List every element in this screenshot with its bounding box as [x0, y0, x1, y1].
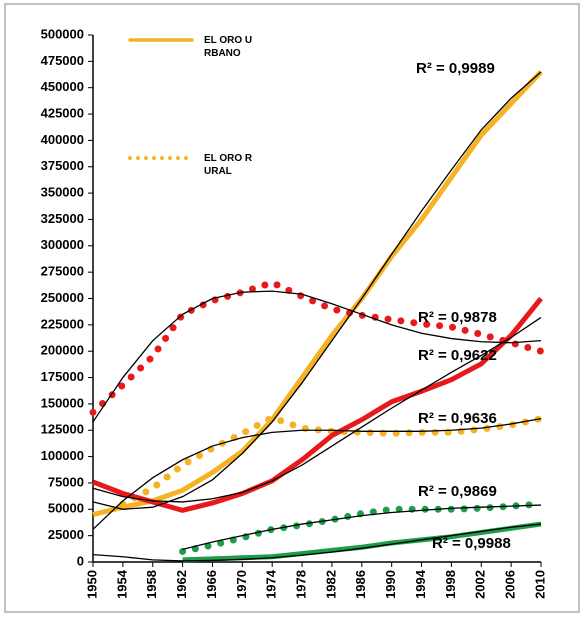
r-squared-label: R² = 0,9622 — [418, 347, 497, 364]
r-squared-label: R² = 0,9989 — [416, 60, 495, 77]
y-tick-label: 100000 — [41, 448, 84, 463]
y-tick-label: 400000 — [41, 132, 84, 147]
trend-line — [92, 523, 542, 562]
x-tick-label: 1958 — [144, 570, 159, 599]
x-tick-label: 1994 — [413, 569, 428, 599]
series-line — [182, 521, 542, 563]
y-tick-label: 250000 — [41, 290, 84, 305]
r-squared-label: R² = 0,9988 — [432, 535, 511, 552]
trend-line — [182, 504, 542, 550]
series-line — [92, 70, 543, 517]
y-tick-label: 500000 — [41, 26, 84, 41]
x-tick-label: 2006 — [503, 570, 518, 599]
y-tick-label: 125000 — [41, 422, 84, 437]
x-tick-label: 1962 — [174, 570, 189, 599]
trend-line — [92, 418, 542, 530]
y-tick-label: 450000 — [41, 79, 84, 94]
dotted-series-line — [119, 413, 545, 508]
x-tick-label: 2002 — [473, 570, 488, 599]
x-tick-label: 1966 — [204, 570, 219, 599]
x-tick-label: 1986 — [353, 570, 368, 599]
y-tick-label: 375000 — [41, 158, 84, 173]
y-tick-label: 325000 — [41, 211, 84, 226]
y-tick-label: 25000 — [48, 527, 84, 542]
trend-line — [92, 316, 542, 503]
legend-label: EL ORO RURAL — [204, 153, 253, 177]
trend-line — [92, 290, 542, 423]
y-tick-label: 175000 — [41, 369, 84, 384]
y-tick-label: 50000 — [48, 501, 84, 516]
x-tick-label: 1990 — [383, 570, 398, 599]
series-line — [92, 296, 543, 513]
x-tick-label: 1978 — [294, 570, 309, 599]
x-tick-label: 1974 — [264, 569, 279, 599]
x-tick-label: 1998 — [443, 570, 458, 599]
r-squared-label: R² = 0,9878 — [418, 309, 497, 326]
y-tick-label: 75000 — [48, 474, 84, 489]
y-tick-label: 225000 — [41, 316, 84, 331]
y-tick-label: 200000 — [41, 343, 84, 358]
y-tick-label: 0 — [77, 553, 84, 568]
dotted-series-line — [179, 500, 545, 555]
dotted-series-line — [89, 278, 545, 416]
y-tick-label: 475000 — [41, 53, 84, 68]
y-tick-label: 275000 — [41, 264, 84, 279]
x-tick-label: 1950 — [84, 570, 99, 599]
legend-label: EL ORO URBANO — [204, 35, 253, 59]
r-squared-label: R² = 0,9869 — [418, 483, 497, 500]
y-tick-label: 425000 — [41, 105, 84, 120]
x-tick-label: 2010 — [532, 570, 547, 599]
y-tick-label: 300000 — [41, 237, 84, 252]
r-squared-label: R² = 0,9636 — [418, 410, 497, 427]
x-tick-label: 1982 — [323, 570, 338, 599]
y-tick-label: 150000 — [41, 395, 84, 410]
y-tick-label: 350000 — [41, 185, 84, 200]
x-tick-label: 1954 — [114, 569, 129, 599]
x-tick-label: 1970 — [234, 570, 249, 599]
